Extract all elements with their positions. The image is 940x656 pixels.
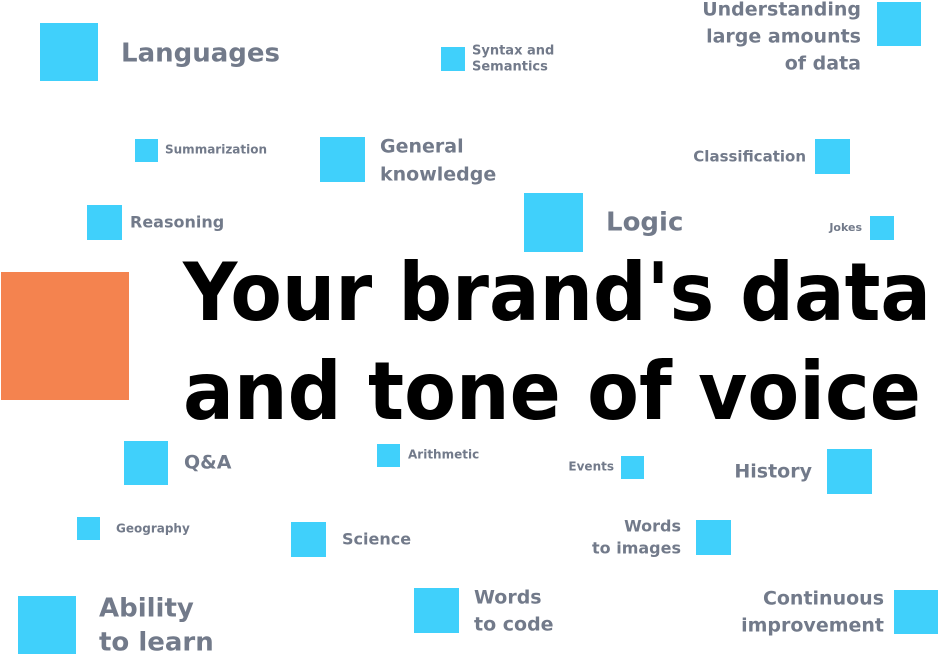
label-text: General	[380, 136, 464, 158]
label-square	[124, 441, 168, 485]
label-square	[696, 520, 731, 555]
label-text: to learn	[99, 628, 214, 656]
label-text: to code	[474, 614, 554, 636]
label-text: Languages	[121, 39, 280, 69]
label-square	[18, 596, 76, 654]
label-square	[87, 205, 122, 240]
label-text: Events	[568, 460, 614, 474]
label-square	[40, 23, 98, 81]
label-text: Words	[474, 587, 542, 609]
label-square	[441, 47, 465, 71]
label-text: of data	[785, 53, 861, 75]
label-text: improvement	[741, 615, 884, 637]
label-square	[291, 522, 326, 557]
label-text: to images	[592, 539, 681, 558]
headline-line: and tone of voice	[183, 345, 921, 438]
headline-line: Your brand's data	[182, 246, 931, 339]
label-square	[377, 444, 400, 467]
label-square	[524, 193, 583, 252]
label-text: Understanding	[702, 0, 861, 21]
label-text: Science	[342, 530, 411, 549]
label-text: Ability	[99, 594, 194, 624]
label-square	[77, 517, 100, 540]
label-text: Syntax and	[472, 44, 554, 59]
label-text: Semantics	[472, 60, 548, 75]
label-text: Jokes	[828, 221, 862, 234]
label-text: Classification	[693, 148, 806, 166]
label-square	[877, 2, 921, 46]
label-text: Arithmetic	[408, 448, 479, 462]
label-text: Continuous	[763, 588, 884, 610]
label-square	[320, 137, 365, 182]
label-square	[894, 590, 938, 634]
label-square	[414, 588, 459, 633]
label-text: large amounts	[706, 26, 861, 48]
accent-square	[1, 272, 129, 400]
label-square	[135, 139, 158, 162]
label-text: Words	[624, 517, 681, 536]
label-text: knowledge	[380, 164, 496, 186]
label-square	[827, 449, 872, 494]
label-text: History	[734, 461, 812, 483]
label-square	[870, 216, 894, 240]
label-text: Summarization	[165, 143, 267, 157]
label-square	[815, 139, 850, 174]
label-text: Reasoning	[130, 213, 224, 232]
label-text: Geography	[116, 522, 190, 536]
label-text: Logic	[606, 208, 683, 238]
label-text: Q&A	[184, 452, 232, 474]
label-square	[621, 456, 644, 479]
